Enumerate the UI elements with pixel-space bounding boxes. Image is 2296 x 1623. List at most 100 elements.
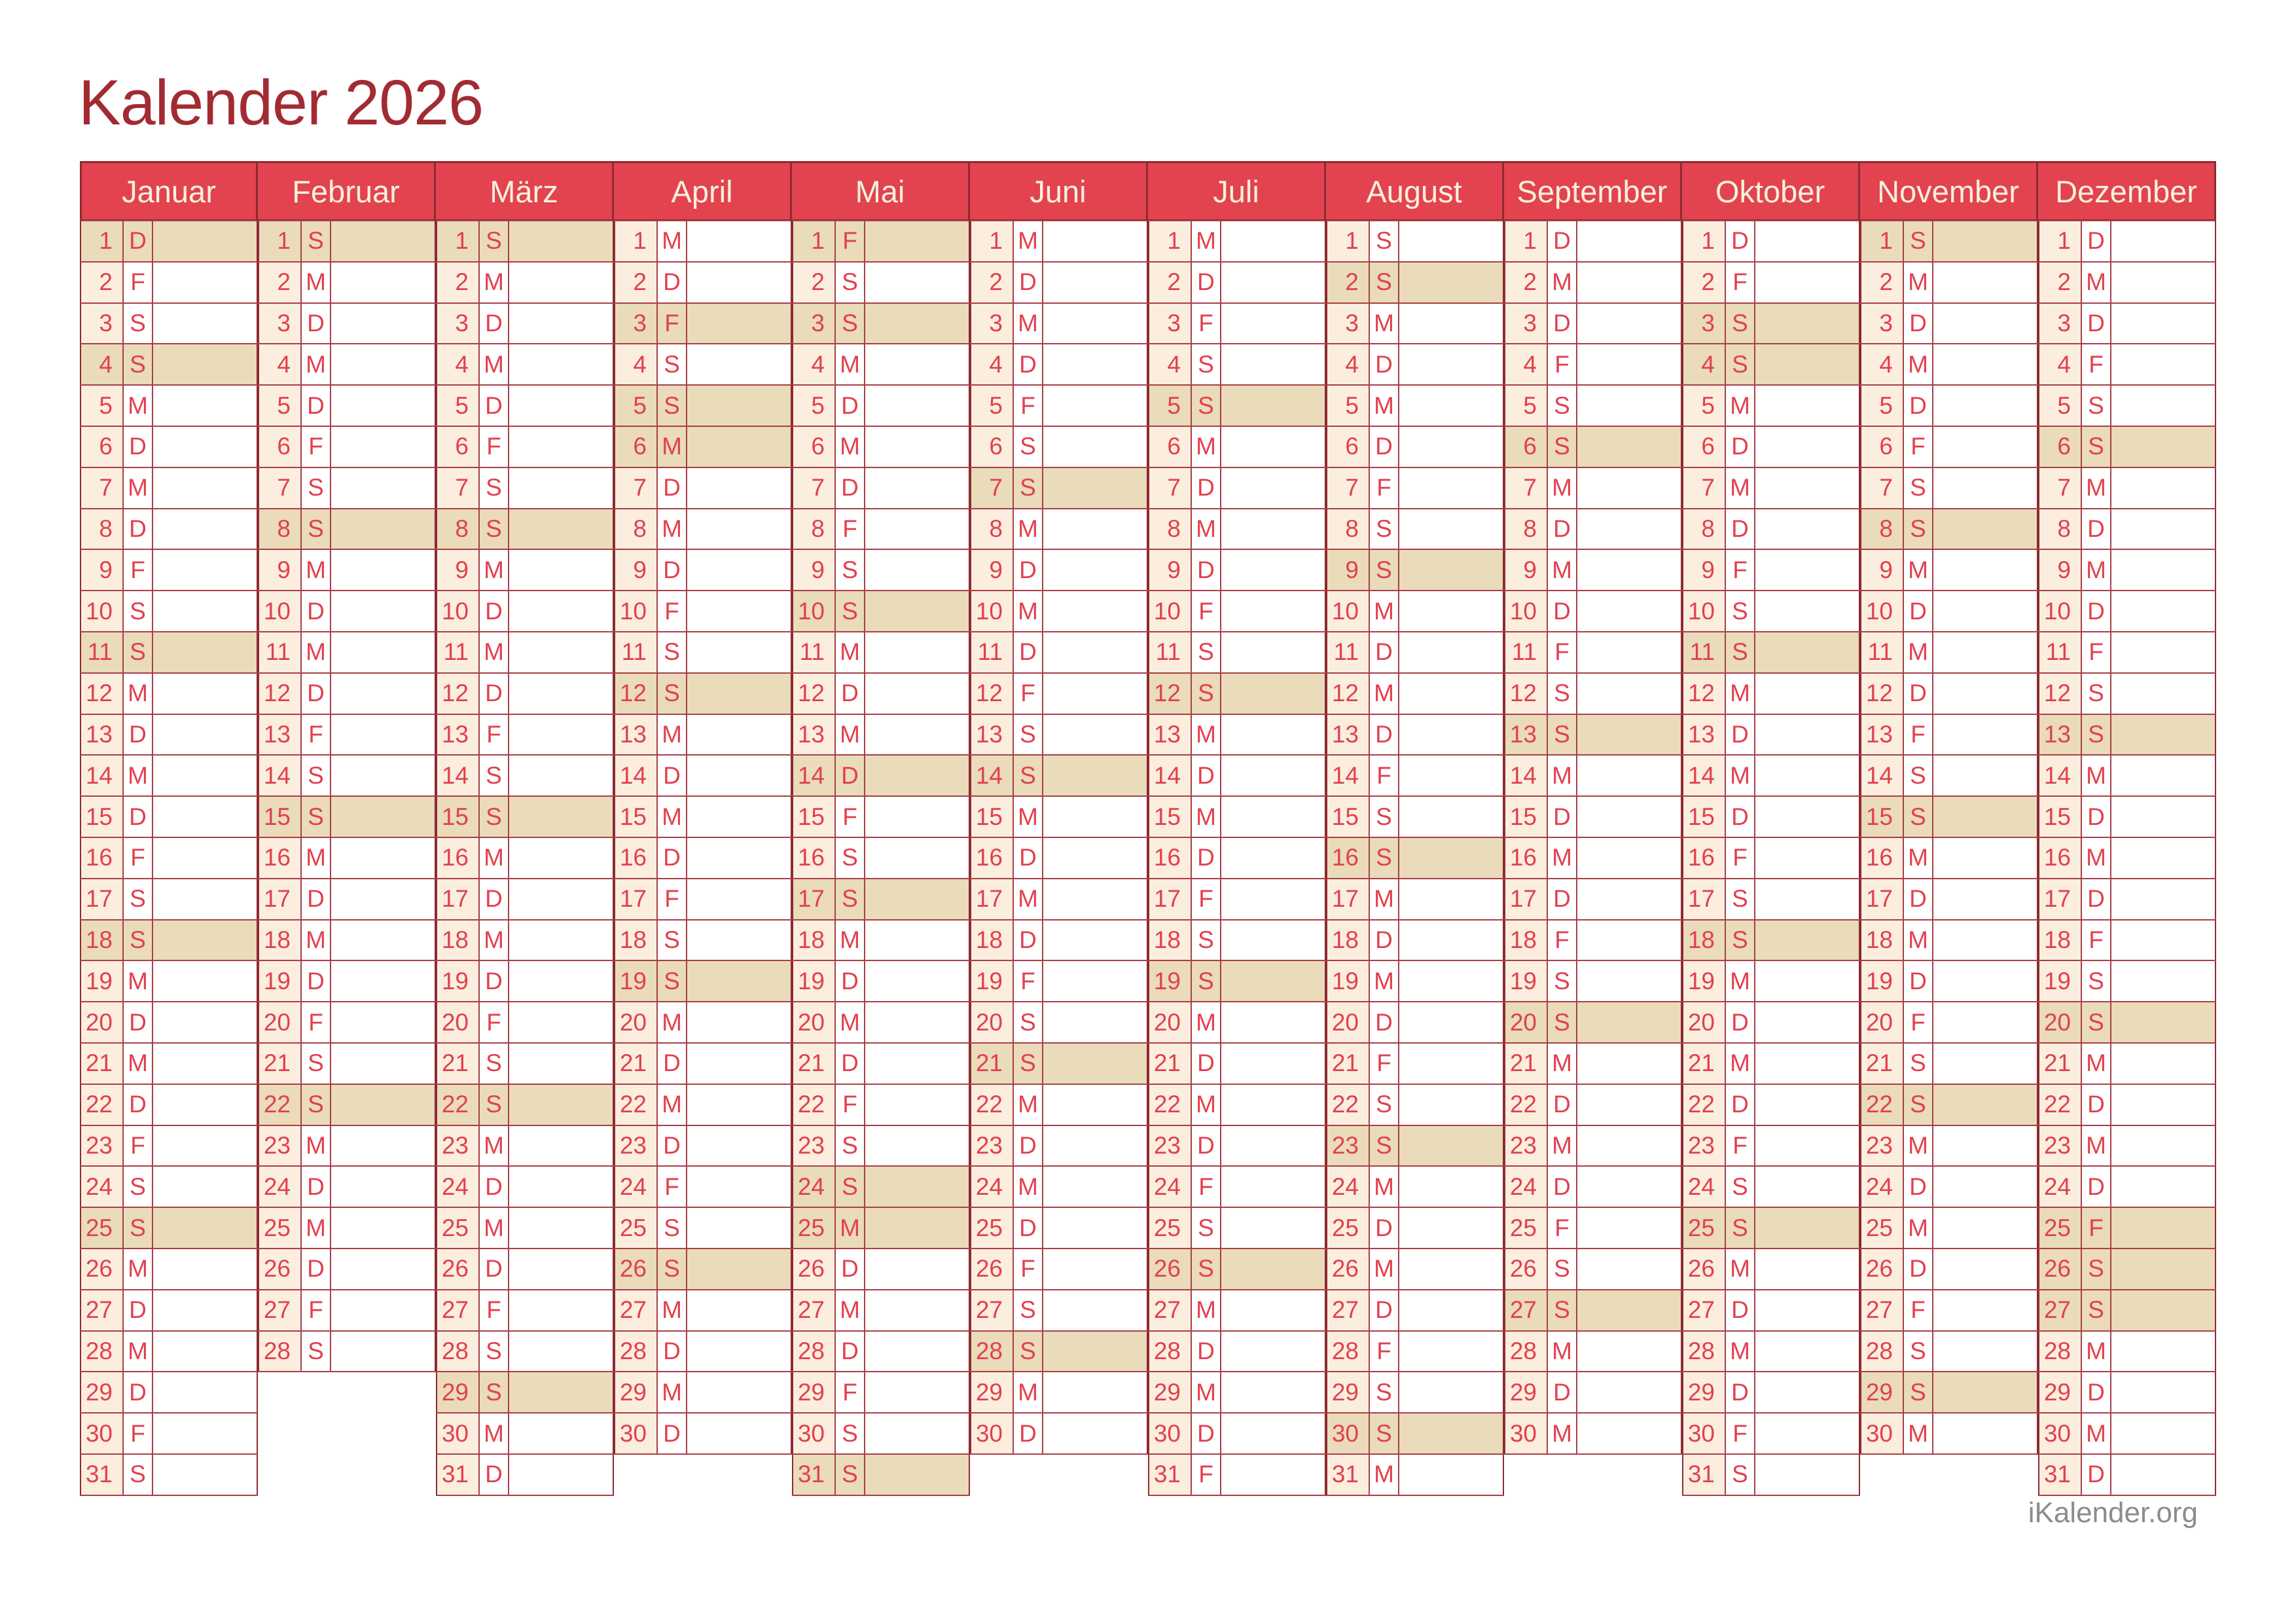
day-number-cell: 11 xyxy=(80,630,124,674)
notes-cell xyxy=(1398,1042,1504,1085)
weekday-letter-cell: M xyxy=(478,1207,509,1249)
day-row: 30 F xyxy=(1682,1412,1860,1455)
notes-cell xyxy=(1042,1165,1148,1209)
day-number-cell: 6 xyxy=(436,425,480,468)
day-number-cell: 2 xyxy=(258,261,302,304)
day-row: 15 S xyxy=(258,795,436,838)
day-number-cell: 20 xyxy=(258,1001,302,1044)
month-table: 1 D 2 M 3 D 4 F 5 S 6 S 7 M 8 D 9 M 10 D 11 F 12 S 13 S 14 M 15 D 16 M 1… xyxy=(1504,220,1682,1455)
day-row: 20 F xyxy=(1860,1001,2038,1044)
day-number-cell: 30 xyxy=(1326,1412,1370,1455)
day-row: 25 S xyxy=(614,1207,792,1249)
weekday-letter-cell: D xyxy=(1191,1124,1221,1167)
notes-cell xyxy=(1398,754,1504,797)
day-number-cell: 14 xyxy=(1682,754,1726,797)
day-number-cell: 12 xyxy=(792,672,836,715)
day-row: 19 S xyxy=(614,960,792,1003)
weekday-letter-cell: M xyxy=(1369,877,1399,921)
day-number-cell: 3 xyxy=(436,302,480,345)
notes-cell xyxy=(1754,343,1860,386)
weekday-letter-cell: S xyxy=(1725,590,1755,632)
notes-cell xyxy=(1576,1165,1682,1209)
day-row: 17 F xyxy=(1148,877,1326,921)
weekday-letter-cell: S xyxy=(1903,754,1933,797)
notes-cell xyxy=(2110,1453,2216,1496)
notes-cell xyxy=(1042,795,1148,838)
day-row: 18 S xyxy=(80,919,258,962)
day-number-cell: 9 xyxy=(436,549,480,592)
weekday-letter-cell: D xyxy=(656,1124,687,1167)
weekday-letter-cell: D xyxy=(478,384,509,427)
notes-cell xyxy=(330,754,436,797)
day-number-cell: 31 xyxy=(1682,1453,1726,1496)
weekday-letter-cell: D xyxy=(656,261,687,304)
notes-cell xyxy=(508,960,614,1003)
weekday-letter-cell: M xyxy=(1191,713,1221,756)
day-row: 29 D xyxy=(1504,1371,1682,1414)
day-row: 22 S xyxy=(258,1083,436,1126)
notes-cell xyxy=(864,877,970,921)
day-row: 14 M xyxy=(1504,754,1682,797)
day-number-cell: 13 xyxy=(80,713,124,756)
day-number-cell: 4 xyxy=(80,343,124,386)
day-number-cell: 6 xyxy=(258,425,302,468)
weekday-letter-cell: D xyxy=(478,960,509,1003)
notes-cell xyxy=(1576,713,1682,756)
weekday-letter-cell: M xyxy=(1191,1001,1221,1044)
day-number-cell: 16 xyxy=(258,836,302,879)
day-row: 24 M xyxy=(970,1165,1148,1209)
day-number-cell: 31 xyxy=(792,1453,836,1496)
day-number-cell: 12 xyxy=(614,672,658,715)
day-number-cell: 13 xyxy=(1326,713,1370,756)
day-number-cell: 15 xyxy=(80,795,124,838)
day-number-cell: 6 xyxy=(1148,425,1192,468)
notes-cell xyxy=(1932,425,2038,468)
notes-cell xyxy=(1398,1001,1504,1044)
day-row: 27 D xyxy=(80,1288,258,1332)
weekday-letter-cell: D xyxy=(1903,590,1933,632)
day-number-cell: 21 xyxy=(1504,1042,1548,1085)
notes-cell xyxy=(152,754,258,797)
day-number-cell: 25 xyxy=(792,1207,836,1249)
notes-cell xyxy=(1042,877,1148,921)
notes-cell xyxy=(2110,1042,2216,1085)
weekday-letter-cell: D xyxy=(1191,261,1221,304)
notes-cell xyxy=(1042,466,1148,509)
day-number-cell: 24 xyxy=(258,1165,302,1209)
month-table: 1 S 2 M 3 D 4 M 5 D 6 F 7 S 8 S 9 M 10 D 11 M 12 D 13 F 14 S 15 S 16 M 1… xyxy=(1860,220,2038,1455)
notes-cell xyxy=(686,261,792,304)
weekday-letter-cell: S xyxy=(1903,1330,1933,1373)
day-row: 19 M xyxy=(80,960,258,1003)
day-number-cell: 16 xyxy=(80,836,124,879)
day-row: 11 S xyxy=(614,630,792,674)
weekday-letter-cell: D xyxy=(1903,302,1933,345)
notes-cell xyxy=(2110,836,2216,879)
notes-cell xyxy=(152,877,258,921)
day-number-cell: 25 xyxy=(258,1207,302,1249)
weekday-letter-cell: D xyxy=(122,1371,153,1414)
day-number-cell: 7 xyxy=(2038,466,2082,509)
notes-cell xyxy=(1398,836,1504,879)
weekday-letter-cell: F xyxy=(834,1083,865,1126)
day-number-cell: 1 xyxy=(258,220,302,263)
notes-cell xyxy=(152,836,258,879)
day-number-cell: 27 xyxy=(80,1288,124,1332)
weekday-letter-cell: D xyxy=(1725,425,1755,468)
weekday-letter-cell: S xyxy=(1369,1412,1399,1455)
notes-cell xyxy=(1576,795,1682,838)
notes-cell xyxy=(1398,877,1504,921)
weekday-letter-cell: M xyxy=(1013,795,1043,838)
day-row: 22 D xyxy=(80,1083,258,1126)
day-row: 16 D xyxy=(970,836,1148,879)
day-number-cell: 1 xyxy=(1682,220,1726,263)
weekday-letter-cell: M xyxy=(1725,466,1755,509)
day-number-cell: 21 xyxy=(1148,1042,1192,1085)
day-row: 23 M xyxy=(2038,1124,2216,1167)
